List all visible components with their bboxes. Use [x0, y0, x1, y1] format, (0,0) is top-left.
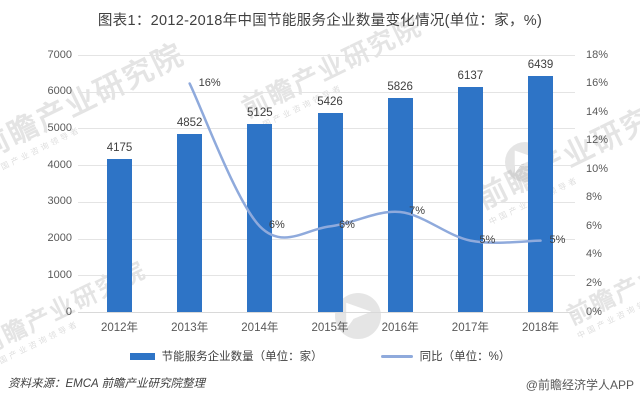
line-point-label: 16%	[198, 76, 221, 89]
left-axis-tick: 4000	[47, 158, 72, 171]
left-axis-tick: 5000	[47, 121, 72, 134]
credit-note: @前瞻经济学人APP	[525, 378, 634, 392]
legend-bar-swatch	[129, 352, 155, 360]
bar-value-label: 6137	[457, 69, 484, 82]
line-point-label: 5%	[549, 233, 566, 246]
right-axis-tick: 2%	[586, 276, 602, 289]
line-point-label: 5%	[479, 233, 496, 246]
gridline	[78, 92, 575, 93]
left-axis-tick: 6000	[47, 85, 72, 98]
legend: 节能服务企业数量（单位：家） 同比（单位：%）	[0, 347, 640, 365]
x-axis-label: 2012年	[100, 322, 139, 334]
x-axis-label: 2018年	[521, 322, 560, 334]
right-axis-tick: 16%	[586, 77, 609, 90]
right-axis-tick: 8%	[586, 191, 602, 204]
line-point-label: 6%	[268, 219, 285, 232]
x-axis-label: 2013年	[171, 322, 209, 334]
right-axis-tick: 18%	[586, 48, 609, 61]
legend-label: 同比（单位：%）	[419, 351, 511, 363]
right-axis-tick: 12%	[586, 134, 609, 147]
x-axis-label: 2017年	[451, 322, 489, 334]
bar-value-label: 6439	[527, 58, 554, 71]
chart-title: 图表1：2012-2018年中国节能服务企业数量变化情况(单位：家，%)	[97, 13, 543, 29]
bar	[107, 158, 132, 312]
legend-item-line: 同比（单位：%）	[380, 348, 511, 364]
legend-line-swatch	[380, 354, 413, 358]
right-axis-tick: 14%	[586, 105, 609, 118]
right-axis-tick: 10%	[586, 162, 609, 175]
line-point-label: 6%	[339, 219, 355, 232]
bar	[528, 75, 554, 312]
legend-label: 节能服务企业数量（单位：家）	[161, 351, 323, 363]
left-axis-tick: 7000	[47, 48, 72, 61]
x-axis-label: 2015年	[311, 322, 349, 334]
right-axis-tick: 4%	[586, 248, 602, 261]
right-axis-tick: 0%	[586, 305, 602, 318]
line-point-label: 7%	[409, 205, 426, 218]
bar	[177, 133, 203, 312]
gridline	[78, 55, 575, 56]
x-axis-label: 2016年	[381, 322, 419, 334]
bar-value-label: 4175	[106, 141, 133, 154]
gridline	[78, 312, 575, 313]
bar-value-label: 4852	[176, 116, 203, 129]
left-axis-tick: 0	[65, 305, 72, 318]
source-note: 资料来源：EMCA 前瞻产业研究院整理	[8, 378, 205, 390]
bar	[247, 123, 273, 312]
bar-value-label: 5125	[247, 106, 273, 119]
bar	[317, 112, 343, 312]
left-axis-tick: 3000	[47, 195, 72, 208]
left-axis-tick: 2000	[47, 232, 72, 245]
legend-item-bar: 节能服务企业数量（单位：家）	[129, 348, 323, 364]
bar-value-label: 5426	[317, 95, 343, 108]
right-axis-tick: 6%	[586, 219, 602, 232]
left-axis-tick: 1000	[47, 268, 72, 281]
bar	[457, 86, 483, 312]
x-axis-label: 2014年	[241, 322, 279, 334]
bar-value-label: 5826	[387, 81, 413, 94]
